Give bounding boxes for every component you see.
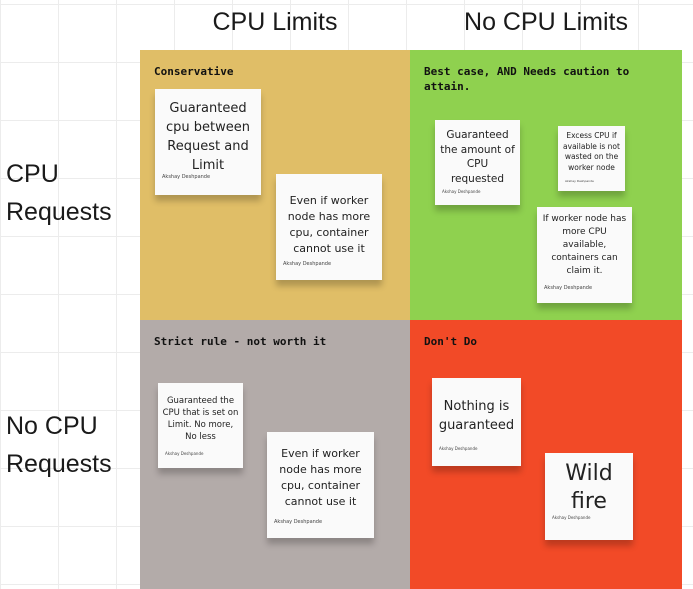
note-text: Guaranteed the amount of CPU requested	[440, 129, 515, 185]
note-author: Akshay Deshpande	[162, 174, 211, 180]
note-author: Akshay Deshpande	[274, 519, 323, 525]
quadrant-label: Don't Do	[424, 335, 477, 348]
note-text: Even if worker node has more cpu, contai…	[287, 194, 371, 255]
note-text: If worker node has more CPU available, c…	[542, 214, 627, 276]
note-text: Excess CPU if available is not wasted on…	[563, 131, 620, 172]
note-text: Guaranteed the CPU that is set on Limit.…	[162, 396, 239, 442]
sticky-note[interactable]: Even if worker node has more cpu, contai…	[267, 432, 374, 538]
note-author: Akshay Deshpande	[439, 446, 478, 451]
quadrant-label: Strict rule - not worth it	[154, 335, 327, 348]
note-text: Guaranteed cpu between Request and Limit	[166, 101, 250, 173]
note-author: Akshay Deshpande	[565, 178, 594, 183]
note-author: Akshay Deshpande	[552, 515, 591, 520]
note-text: Wild fire	[565, 461, 613, 514]
note-text: Nothing is guaranteed	[438, 399, 515, 433]
sticky-note[interactable]: If worker node has more CPU available, c…	[537, 207, 632, 303]
note-author: Akshay Deshpande	[442, 188, 481, 194]
quadrant-label: Conservative	[154, 65, 234, 78]
note-author: Akshay Deshpande	[544, 285, 593, 291]
quadrant-label: Best case, AND Needs caution to attain.	[424, 65, 630, 93]
sticky-note[interactable]: Wild fire Akshay Deshpande	[545, 453, 633, 540]
note-text: Even if worker node has more cpu, contai…	[279, 447, 362, 508]
sticky-note[interactable]: Guaranteed the CPU that is set on Limit.…	[158, 383, 243, 468]
note-author: Akshay Deshpande	[283, 261, 332, 267]
sticky-note[interactable]: Guaranteed the amount of CPU requested A…	[435, 120, 520, 205]
sticky-note[interactable]: Even if worker node has more cpu, contai…	[276, 174, 382, 280]
column-header-cpu-limits: CPU Limits	[212, 8, 338, 36]
sticky-note[interactable]: Guaranteed cpu between Request and Limit…	[155, 89, 261, 195]
sticky-note[interactable]: Excess CPU if available is not wasted on…	[558, 126, 625, 191]
sticky-note[interactable]: Nothing is guaranteed Akshay Deshpande	[432, 378, 521, 466]
row-header-no-cpu-requests: No CPU Requests	[6, 412, 112, 478]
row-header-cpu-requests: CPU Requests	[6, 160, 112, 226]
column-header-no-cpu-limits: No CPU Limits	[464, 8, 628, 36]
note-author: Akshay Deshpande	[165, 451, 204, 456]
